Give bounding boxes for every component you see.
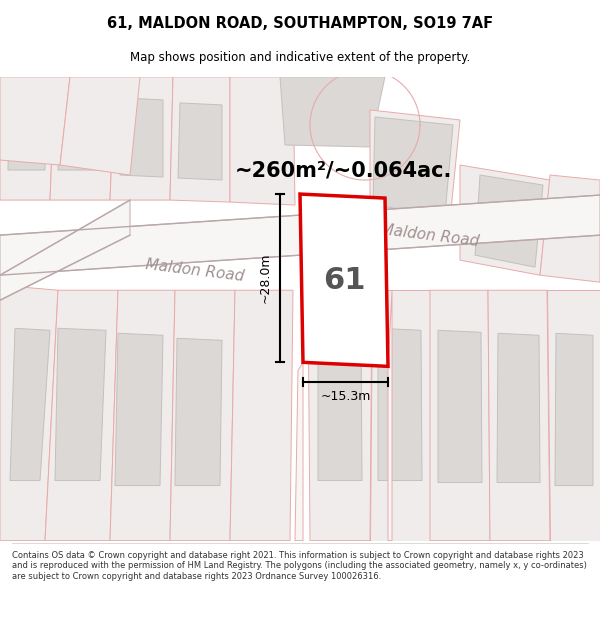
Text: 61, MALDON ROAD, SOUTHAMPTON, SO19 7AF: 61, MALDON ROAD, SOUTHAMPTON, SO19 7AF bbox=[107, 16, 493, 31]
Polygon shape bbox=[230, 77, 295, 205]
Polygon shape bbox=[370, 290, 430, 541]
Polygon shape bbox=[170, 77, 230, 202]
Polygon shape bbox=[497, 333, 540, 482]
Polygon shape bbox=[115, 333, 163, 486]
Polygon shape bbox=[300, 194, 388, 366]
Polygon shape bbox=[60, 77, 140, 175]
Polygon shape bbox=[0, 77, 70, 165]
Polygon shape bbox=[0, 200, 130, 300]
Polygon shape bbox=[540, 175, 600, 282]
Polygon shape bbox=[45, 290, 118, 541]
Polygon shape bbox=[318, 328, 362, 481]
Polygon shape bbox=[0, 77, 55, 200]
Text: Contains OS data © Crown copyright and database right 2021. This information is : Contains OS data © Crown copyright and d… bbox=[12, 551, 587, 581]
Text: Maldon Road: Maldon Road bbox=[380, 222, 480, 249]
Polygon shape bbox=[370, 110, 460, 220]
Polygon shape bbox=[50, 77, 115, 200]
Polygon shape bbox=[0, 285, 58, 541]
Polygon shape bbox=[378, 328, 422, 481]
Polygon shape bbox=[178, 103, 222, 180]
Text: ~28.0m: ~28.0m bbox=[259, 253, 272, 304]
Polygon shape bbox=[110, 77, 173, 200]
Text: Map shows position and indicative extent of the property.: Map shows position and indicative extent… bbox=[130, 51, 470, 64]
Polygon shape bbox=[308, 288, 372, 541]
Polygon shape bbox=[58, 95, 101, 170]
Polygon shape bbox=[280, 77, 385, 147]
Polygon shape bbox=[475, 175, 543, 267]
Text: Maldon Road: Maldon Road bbox=[145, 257, 245, 284]
Polygon shape bbox=[388, 290, 392, 541]
Polygon shape bbox=[120, 98, 163, 177]
Polygon shape bbox=[110, 290, 175, 541]
Polygon shape bbox=[295, 362, 303, 541]
Polygon shape bbox=[430, 290, 490, 541]
Polygon shape bbox=[10, 328, 50, 481]
Polygon shape bbox=[175, 338, 222, 486]
Text: 61: 61 bbox=[323, 266, 365, 295]
Polygon shape bbox=[55, 328, 106, 481]
Polygon shape bbox=[170, 290, 235, 541]
Text: ~260m²/~0.064ac.: ~260m²/~0.064ac. bbox=[235, 160, 452, 180]
Polygon shape bbox=[438, 330, 482, 482]
Polygon shape bbox=[555, 333, 593, 486]
Polygon shape bbox=[460, 165, 550, 275]
Polygon shape bbox=[0, 195, 600, 275]
Polygon shape bbox=[8, 95, 46, 170]
Polygon shape bbox=[488, 290, 550, 541]
Polygon shape bbox=[373, 117, 453, 215]
Polygon shape bbox=[230, 290, 293, 541]
Text: ~15.3m: ~15.3m bbox=[320, 391, 371, 403]
Polygon shape bbox=[547, 290, 600, 541]
